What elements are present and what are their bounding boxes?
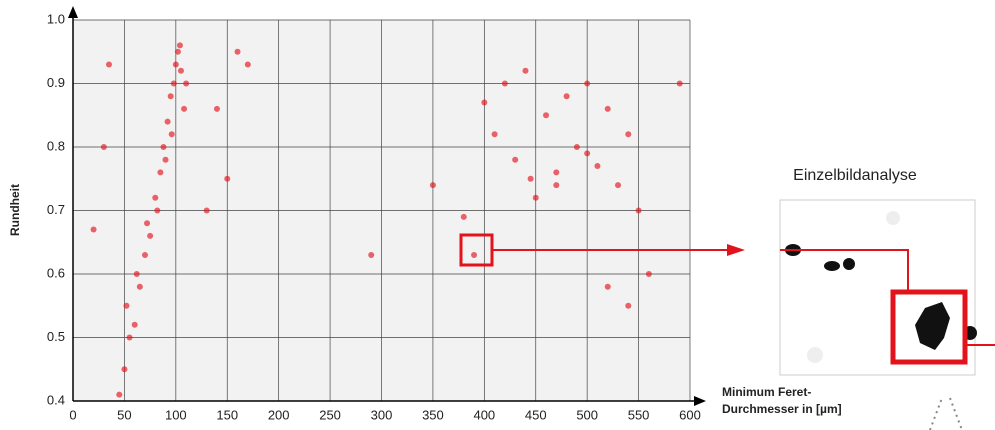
point — [132, 322, 138, 328]
point — [615, 182, 621, 188]
x-arrow — [694, 396, 706, 406]
point — [461, 214, 467, 220]
x-tick-label: 500 — [576, 407, 598, 422]
x-tick-label: 350 — [422, 407, 444, 422]
point — [181, 106, 187, 112]
point — [157, 169, 163, 175]
inset-title: Einzelbildanalyse — [793, 167, 917, 184]
x-tick-label: 50 — [117, 407, 131, 422]
x-tick-label: 600 — [679, 407, 701, 422]
point — [168, 93, 174, 99]
y-tick-label: 0.8 — [47, 138, 65, 153]
point — [528, 176, 534, 182]
point — [123, 303, 129, 309]
point — [154, 208, 160, 214]
y-tick-label: 0.7 — [47, 202, 65, 217]
point — [173, 61, 179, 67]
decoration — [930, 398, 962, 430]
point — [160, 144, 166, 150]
point — [584, 81, 590, 87]
point — [178, 68, 184, 74]
point — [91, 227, 97, 233]
y-tick-label: 0.5 — [47, 329, 65, 344]
point — [533, 195, 539, 201]
x-tick-label: 400 — [473, 407, 495, 422]
x-tick-label: 150 — [216, 407, 238, 422]
particle — [807, 347, 823, 363]
point — [224, 176, 230, 182]
x-tick-label: 0 — [69, 407, 76, 422]
point — [147, 233, 153, 239]
point — [101, 144, 107, 150]
point — [502, 81, 508, 87]
y-tick-label: 0.9 — [47, 75, 65, 90]
point — [481, 100, 487, 106]
point — [169, 131, 175, 137]
y-tick-label: 0.4 — [47, 392, 65, 407]
point — [134, 271, 140, 277]
point — [543, 112, 549, 118]
chart: Rundheit Minimum Feret- Durchmesser in [… — [0, 0, 995, 430]
point — [625, 303, 631, 309]
point — [677, 81, 683, 87]
point — [564, 93, 570, 99]
point — [430, 182, 436, 188]
x-tick-label: 100 — [165, 407, 187, 422]
point — [183, 81, 189, 87]
point — [512, 157, 518, 163]
x-tick-label: 550 — [628, 407, 650, 422]
point — [235, 49, 241, 55]
point — [127, 335, 133, 341]
point — [214, 106, 220, 112]
point — [553, 169, 559, 175]
point — [636, 208, 642, 214]
point — [584, 150, 590, 156]
point — [144, 220, 150, 226]
point — [163, 157, 169, 163]
particle — [824, 261, 840, 271]
point — [368, 252, 374, 258]
x-tick-label: 450 — [525, 407, 547, 422]
particle — [886, 211, 900, 225]
point — [471, 252, 477, 258]
point — [492, 131, 498, 137]
inset-image — [780, 200, 975, 375]
point — [574, 144, 580, 150]
x-axis-label: Durchmesser in [µm] — [722, 402, 842, 416]
point — [605, 284, 611, 290]
x-axis-label: Minimum Feret- — [722, 385, 811, 399]
y-axis-label: Rundheit — [8, 184, 22, 236]
point — [553, 182, 559, 188]
particle — [843, 258, 855, 270]
y-tick-label: 0.6 — [47, 265, 65, 280]
point — [175, 49, 181, 55]
point — [594, 163, 600, 169]
x-tick-label: 300 — [371, 407, 393, 422]
point — [177, 42, 183, 48]
point — [522, 68, 528, 74]
point — [245, 61, 251, 67]
y-arrow — [68, 6, 78, 18]
connector-arrow — [727, 244, 745, 256]
point — [625, 131, 631, 137]
point — [171, 81, 177, 87]
point — [605, 106, 611, 112]
point — [165, 119, 171, 125]
point — [152, 195, 158, 201]
point — [646, 271, 652, 277]
point — [121, 366, 127, 372]
point — [137, 284, 143, 290]
page: Rundheit Minimum Feret- Durchmesser in [… — [0, 0, 995, 430]
y-tick-label: 1.0 — [47, 11, 65, 26]
x-tick-label: 200 — [268, 407, 290, 422]
point — [204, 208, 210, 214]
point — [142, 252, 148, 258]
point — [106, 61, 112, 67]
x-tick-label: 250 — [319, 407, 341, 422]
point — [116, 392, 122, 398]
